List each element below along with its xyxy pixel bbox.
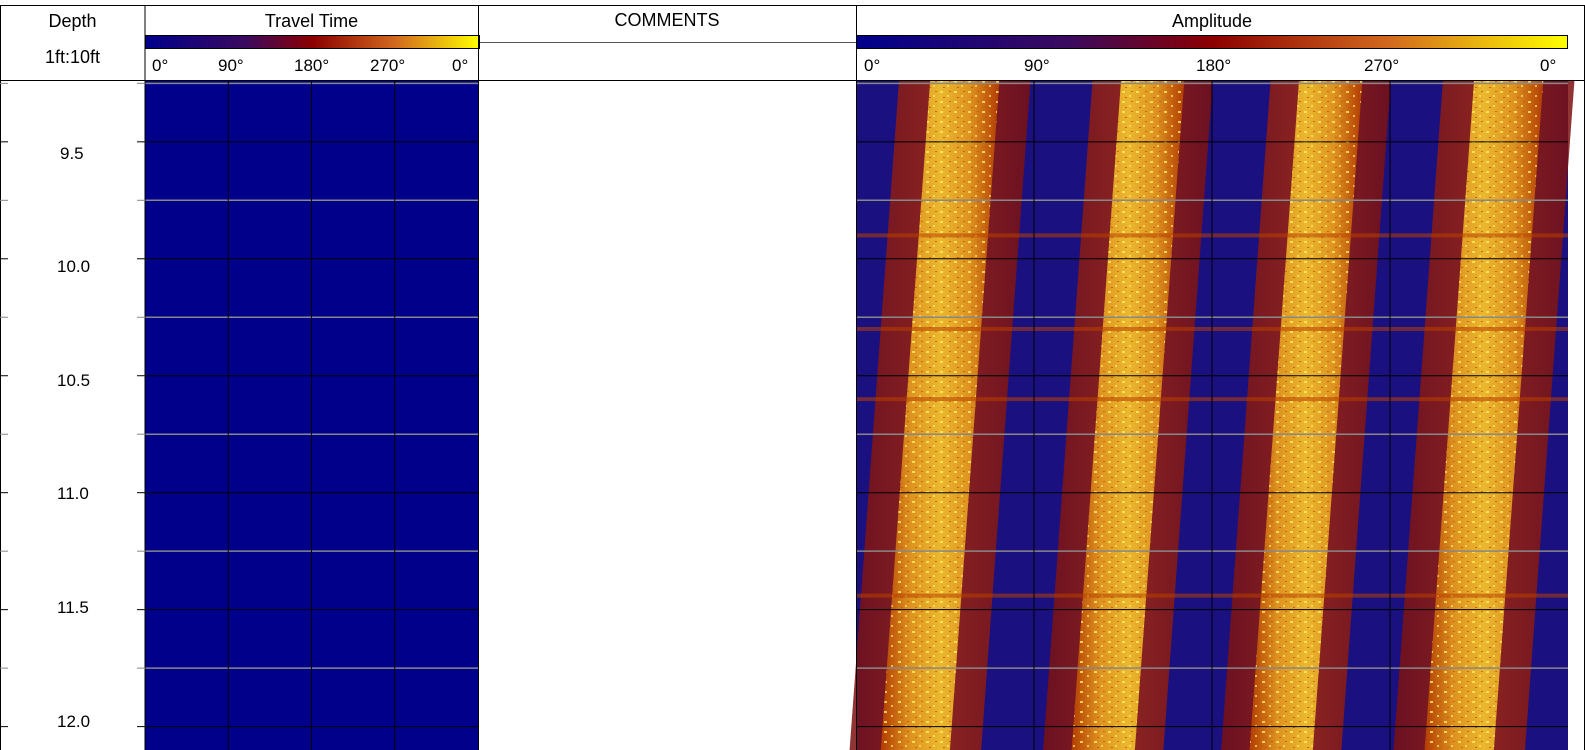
- amplitude-tick-270: 270°: [1364, 56, 1400, 75]
- depth-axis-ticks: [0, 82, 145, 728]
- travel-time-tick-270: 270°: [370, 56, 406, 75]
- depth-label-11-0: 11.0: [57, 484, 89, 503]
- amplitude-tick-360: 0°: [1540, 56, 1557, 75]
- amplitude-band-3-texture: [1249, 81, 1363, 750]
- comments-divider-line: [480, 42, 856, 43]
- amplitude-tick-90: 90°: [1024, 56, 1050, 75]
- comments-title: COMMENTS: [614, 10, 720, 30]
- depth-title: Depth: [48, 11, 97, 31]
- amplitude-title: Amplitude: [1171, 11, 1253, 31]
- grid-lines: [144, 81, 1568, 750]
- depth-label-11-5: 11.5: [57, 598, 89, 617]
- travel-time-tick-0: 0°: [152, 56, 169, 75]
- depth-label-10-5: 10.5: [57, 371, 91, 390]
- depth-label-9-5: 9.5: [60, 144, 84, 163]
- travel-time-tick-180: 180°: [294, 56, 330, 75]
- amplitude-tick-180: 180°: [1196, 56, 1232, 75]
- depth-scale: 1ft:10ft: [44, 47, 101, 67]
- travel-time-tick-360: 0°: [452, 56, 469, 75]
- amplitude-band-2-texture: [1071, 81, 1185, 750]
- amplitude-band-4-texture: [1424, 81, 1544, 750]
- travel-time-title: Travel Time: [264, 11, 359, 31]
- depth-label-12-0: 12.0: [57, 712, 91, 731]
- amplitude-tick-0: 0°: [864, 56, 881, 75]
- travel-time-tick-90: 90°: [218, 56, 244, 75]
- depth-label-10-0: 10.0: [57, 257, 91, 276]
- amplitude-band-1-texture: [880, 81, 1000, 750]
